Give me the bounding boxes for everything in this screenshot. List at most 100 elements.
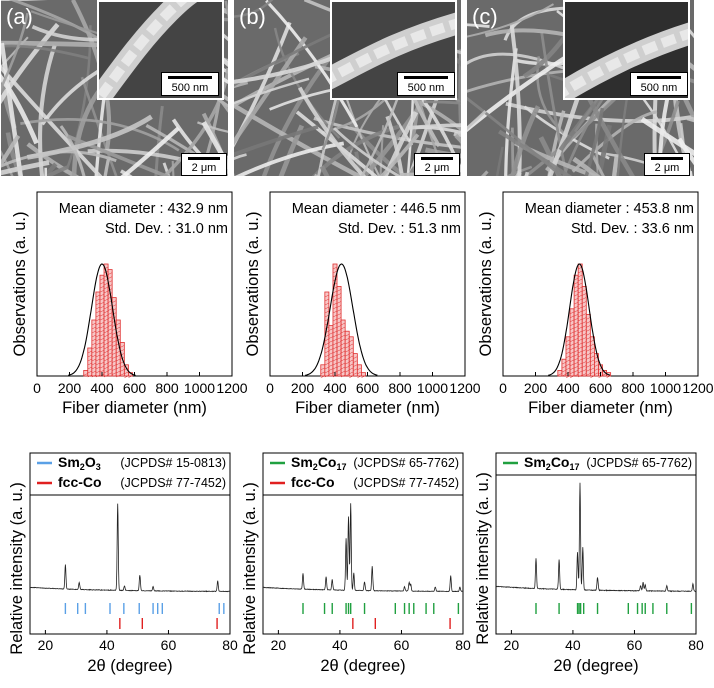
hist-bar — [585, 313, 591, 377]
hist-hatch — [340, 342, 346, 346]
hist-hatch — [573, 369, 579, 373]
x-tick-label: 40 — [565, 637, 581, 653]
hist-hatch — [582, 293, 587, 296]
hist-hatch — [99, 293, 105, 297]
hist-hatch — [345, 373, 350, 377]
x-tick-label: 0 — [499, 380, 507, 396]
hist-hatch — [569, 355, 575, 359]
hist-hatch — [590, 359, 595, 363]
hist-hatch — [99, 369, 105, 373]
hist-hatch — [349, 359, 354, 363]
hist-hatch — [95, 366, 101, 370]
hist-hatch — [328, 328, 334, 331]
hist-hatch — [112, 356, 117, 359]
hist-hatch — [103, 358, 109, 362]
x-tick-label: 600 — [123, 380, 147, 396]
hist-hatch — [83, 373, 88, 376]
x-axis-label: Fiber diameter (nm) — [295, 399, 440, 417]
hist-hatch — [582, 349, 587, 352]
hist-hatch — [99, 309, 105, 313]
hist-hatch — [328, 368, 334, 371]
hist-hatch — [578, 314, 583, 318]
hist-hatch — [565, 351, 571, 355]
hist-hatch — [345, 349, 350, 353]
hist-hatch — [578, 358, 583, 362]
hist-hatch — [340, 334, 346, 338]
hist-hatch — [565, 359, 571, 363]
hist-hatch — [336, 321, 342, 324]
hist-hatch — [349, 347, 354, 351]
y-axis-label: Observations (a. u.) — [477, 212, 495, 357]
hist-hatch — [332, 342, 338, 346]
hist-bar — [356, 364, 362, 377]
hist-hatch — [345, 365, 350, 369]
hist-hatch — [569, 363, 575, 367]
hist-hatch — [565, 355, 571, 359]
hist-hatch — [561, 365, 567, 369]
x-tick-label: 60 — [394, 637, 410, 653]
hist-hatch — [336, 357, 342, 360]
main-scale-label-c: 2 μm — [654, 162, 680, 174]
xrd-pattern-line — [495, 482, 697, 593]
hist-hatch — [103, 294, 109, 298]
hist-hatch — [332, 306, 338, 310]
hist-hatch — [573, 345, 579, 349]
x-tick-label: 600 — [356, 380, 380, 396]
hist-hatch — [99, 345, 105, 349]
hist-hatch — [582, 305, 587, 308]
hist-hatch — [336, 365, 342, 368]
hist-hatch — [87, 370, 92, 374]
main-scale-bar-b: 2 μm — [414, 153, 460, 176]
hist-hatch — [324, 302, 330, 306]
hist-hatch — [349, 339, 354, 343]
hist-hatch — [573, 337, 579, 341]
hist-hatch — [345, 345, 350, 349]
legend-jcpds-ref: (JCPDS# 65-7762) — [586, 456, 692, 470]
hist-hatch — [569, 351, 575, 355]
hist-hatch — [586, 369, 591, 372]
x-tick-label: 400 — [323, 380, 347, 396]
hist-hatch — [569, 335, 575, 339]
sem-image-b: (b) 500 nm 2 μm — [234, 0, 461, 176]
histogram-a: 0 200 400 600 800 1000 1200 Fiber diameter (nm)… — [11, 191, 248, 417]
hist-hatch — [582, 289, 587, 292]
mean-diameter-text: Mean diameter : 446.5 nm — [292, 201, 461, 217]
hist-hatch — [340, 366, 346, 370]
hist-bar — [569, 308, 575, 377]
hist-hatch — [103, 366, 109, 370]
hist-hatch — [561, 373, 567, 377]
hist-hatch — [573, 361, 579, 365]
hist-hatch — [582, 333, 587, 336]
hist-hatch — [103, 286, 109, 290]
hist-hatch — [336, 305, 342, 308]
x-tick-label: 800 — [388, 380, 412, 396]
hist-hatch — [99, 333, 105, 337]
hist-hatch — [87, 362, 92, 366]
hist-hatch — [95, 314, 101, 318]
hist-hatch — [578, 370, 583, 374]
hist-hatch — [103, 354, 109, 358]
hist-hatch — [569, 327, 575, 331]
hist-hatch — [324, 362, 330, 366]
hist-hatch — [116, 354, 121, 358]
hist-hatch — [332, 338, 338, 342]
sem-inset-c — [563, 0, 690, 100]
hist-hatch — [116, 350, 121, 354]
x-tick-label: 800 — [621, 380, 645, 396]
x-tick-label: 1200 — [682, 380, 713, 396]
hist-frame — [502, 191, 699, 377]
hist-hatch — [582, 329, 587, 332]
hist-hatch — [95, 310, 101, 314]
y-axis-label: Relative intensity (a. u.) — [8, 482, 26, 654]
hist-hatch — [103, 306, 109, 310]
hist-hatch — [353, 368, 358, 371]
hist-hatch — [590, 363, 595, 367]
hist-hatch — [578, 330, 583, 334]
hist-hatch — [565, 367, 571, 371]
hist-hatch — [328, 344, 334, 347]
hist-hatch — [345, 361, 350, 365]
hist-hatch — [336, 373, 342, 376]
hist-bar — [589, 336, 595, 377]
legend-phase-name: Sm2Co17 — [291, 454, 347, 472]
hist-hatch — [95, 334, 101, 338]
